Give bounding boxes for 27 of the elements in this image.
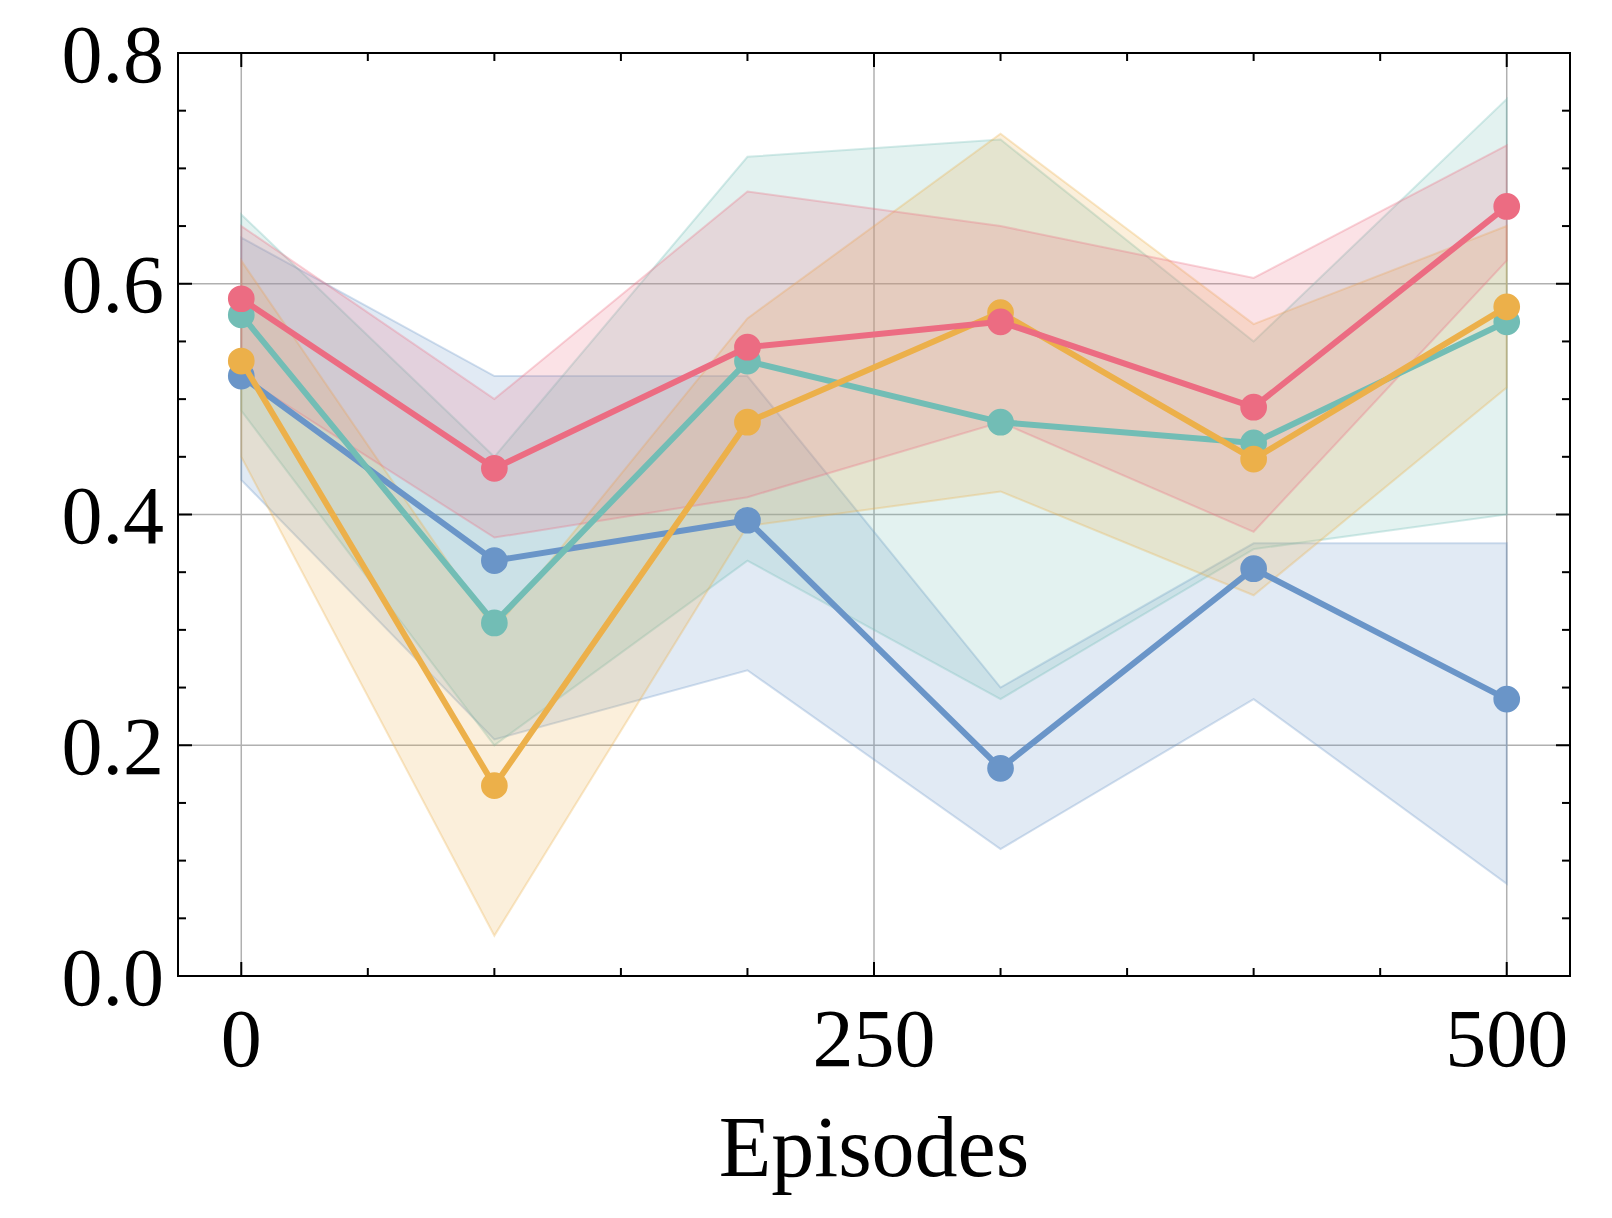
x-tick-label: 250 bbox=[812, 993, 936, 1084]
point bbox=[1493, 193, 1521, 220]
point bbox=[734, 408, 761, 436]
point bbox=[1240, 393, 1267, 421]
point bbox=[481, 455, 508, 482]
point bbox=[1493, 293, 1521, 321]
point bbox=[987, 755, 1014, 782]
point bbox=[481, 609, 508, 637]
point bbox=[227, 347, 255, 375]
point bbox=[987, 408, 1014, 436]
point bbox=[987, 308, 1014, 336]
y-tick-label: 0.8 bbox=[61, 8, 164, 100]
point bbox=[1493, 685, 1521, 713]
y-tick-label: 0.0 bbox=[61, 931, 164, 1023]
point bbox=[1240, 445, 1267, 473]
x-tick-label: 500 bbox=[1445, 993, 1569, 1084]
point bbox=[481, 772, 508, 799]
point bbox=[734, 506, 761, 534]
point bbox=[481, 547, 508, 574]
point bbox=[1240, 555, 1267, 583]
point bbox=[734, 333, 761, 361]
y-tick-label: 0.6 bbox=[61, 239, 164, 331]
x-axis-title: Episodes bbox=[718, 1099, 1030, 1195]
y-tick-label: 0.4 bbox=[61, 470, 164, 562]
point bbox=[227, 285, 255, 313]
x-tick-label: 0 bbox=[220, 993, 262, 1084]
y-tick-label: 0.2 bbox=[61, 700, 164, 792]
